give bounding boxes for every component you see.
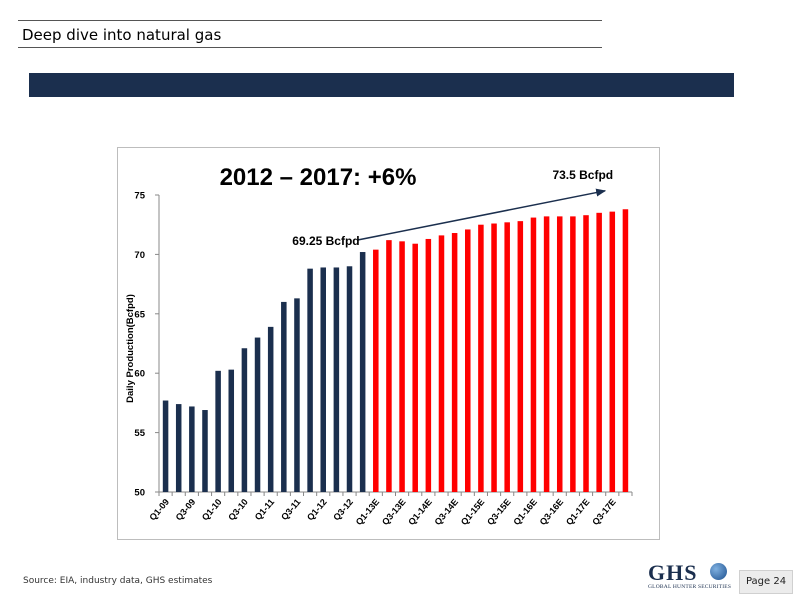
x-tick-label: Q3-11 (279, 497, 302, 522)
historical-bar (294, 298, 300, 492)
estimate-bar (609, 211, 616, 492)
source-note: Source: EIA, industry data, GHS estimate… (23, 576, 213, 586)
x-tick-label: Q1-11 (253, 497, 276, 522)
historical-bar (228, 369, 235, 492)
header-rule-top (18, 20, 602, 21)
estimate-bar (504, 222, 510, 492)
historical-bar (215, 370, 221, 492)
page-number: Page 24 (739, 570, 793, 594)
globe-icon (710, 563, 727, 580)
estimate-bar (451, 233, 458, 492)
estimate-bar (530, 217, 537, 492)
estimate-bar (399, 241, 405, 492)
historical-bar (281, 301, 287, 492)
historical-bar (359, 252, 366, 492)
y-axis-label: Daily Production(Bcfpd) (125, 294, 136, 403)
estimate-bar (478, 224, 484, 492)
y-tick-label: 55 (134, 428, 145, 439)
estimate-bar (570, 216, 576, 492)
estimate-bar (438, 235, 445, 492)
x-tick-label: Q1-17E (564, 497, 592, 527)
x-tick-label: Q1-10 (200, 497, 224, 523)
annotation-start-label: 69.25 Bcfpd (292, 234, 359, 248)
x-tick-label: Q1-09 (147, 497, 171, 523)
page-title: Deep dive into natural gas (22, 26, 222, 44)
y-tick-label: 65 (134, 309, 145, 320)
estimate-bar (556, 216, 563, 492)
estimate-bar (583, 215, 589, 493)
y-tick-label: 50 (134, 488, 145, 499)
x-tick-label: Q3-09 (174, 497, 198, 523)
historical-bar (307, 268, 313, 492)
historical-bar (162, 400, 169, 492)
x-tick-label: Q3-14E (433, 497, 461, 527)
trend-arrow (357, 188, 607, 241)
logo-text: GHS (648, 560, 698, 585)
header-rule-bottom (18, 47, 602, 48)
historical-bar (189, 406, 195, 492)
y-tick-label: 75 (134, 191, 145, 202)
y-tick-label: 60 (134, 369, 145, 380)
chart-title: 2012 – 2017: +6% (220, 164, 417, 191)
estimate-bar (425, 238, 432, 492)
chart-frame: 50 55 60 65 70 75 Q1-09 Q3-09 Q1-10 Q3-10 Q1-11 Q3-… (117, 147, 660, 540)
bars-layer (162, 209, 629, 493)
estimate-bar (543, 216, 550, 492)
x-tick-label: Q1-14E (406, 497, 434, 527)
historical-bar (346, 266, 353, 492)
estimate-bar (596, 212, 602, 492)
x-tick-label: Q1-13E (354, 497, 382, 527)
y-tick-label: 70 (134, 250, 145, 261)
estimate-bar (465, 229, 471, 492)
x-tick-label: Q1-12 (305, 497, 329, 523)
estimate-bar (373, 249, 379, 492)
estimate-bar (517, 221, 524, 493)
x-tick-label: Q3-13E (380, 497, 408, 527)
x-tick-label: Q3-17E (590, 497, 618, 527)
logo-subtitle: GLOBAL HUNTER SECURITIES (648, 584, 732, 590)
x-tick-label: Q3-15E (485, 497, 513, 527)
section-band (29, 73, 734, 97)
x-tick-label: Q3-10 (226, 497, 250, 523)
x-tick-label: Q3-12 (331, 497, 355, 523)
historical-bar (320, 267, 326, 492)
historical-bar (267, 326, 274, 492)
historical-bar (175, 404, 182, 492)
estimate-bar (622, 209, 629, 493)
estimate-bar (491, 223, 497, 492)
historical-bar (254, 337, 261, 492)
historical-bar (333, 267, 340, 492)
ghs-logo: GHS GLOBAL HUNTER SECURITIES (648, 560, 732, 596)
x-tick-label: Q1-15E (459, 497, 487, 527)
historical-bar (202, 410, 208, 492)
x-tick-label: Q3-16E (538, 497, 566, 527)
estimate-bar (386, 240, 392, 492)
annotation-end-label: 73.5 Bcfpd (552, 168, 613, 182)
historical-bar (241, 348, 248, 492)
x-tick-label: Q1-16E (511, 497, 539, 527)
estimate-bar (412, 243, 418, 492)
